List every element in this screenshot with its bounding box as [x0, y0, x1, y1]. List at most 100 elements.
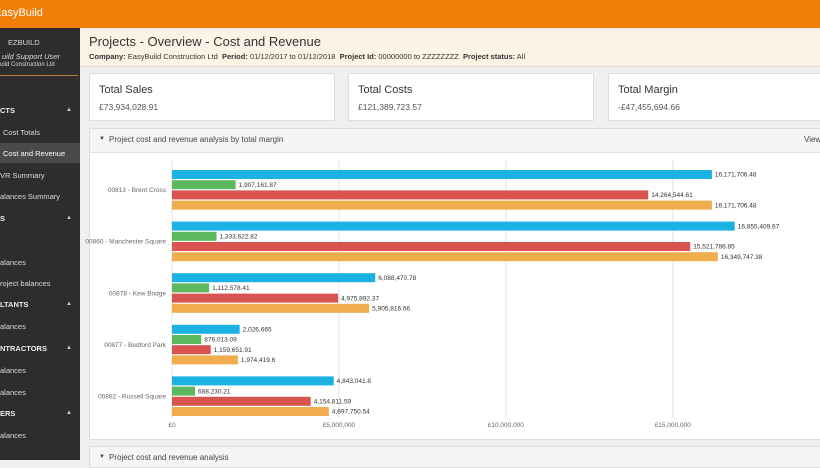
bar — [172, 396, 311, 406]
x-tick-label: £5,000,000 — [323, 422, 356, 429]
value-label: 2,026,665 — [243, 327, 272, 334]
chart-panel: ▼ Project cost and revenue analysis by t… — [89, 128, 820, 440]
company-name: uild Construction Ltd — [0, 62, 55, 68]
bar — [172, 170, 712, 179]
nav-item[interactable]: Cost Totals — [3, 128, 40, 137]
nav-section[interactable]: CTS — [0, 106, 15, 115]
nav-item[interactable]: alances Summary — [0, 192, 61, 201]
value-label: 5,905,816.66 — [372, 306, 410, 313]
bar — [172, 355, 238, 365]
bar — [172, 190, 649, 200]
bar — [172, 303, 370, 313]
page-title: Projects - Overview - Cost and Revenue — [89, 34, 321, 49]
panel-title: Project cost and revenue analysis — [109, 453, 229, 462]
bar — [172, 200, 712, 210]
panel-header[interactable]: ▼ Project cost and revenue analysis by t… — [90, 129, 820, 153]
filter-value: 00000000 to ZZZZZZZZ — [378, 52, 459, 61]
value-label: 4,154,811.59 — [314, 399, 352, 406]
value-label: 15,521,786.85 — [693, 244, 735, 251]
bar — [172, 324, 240, 334]
bar — [172, 335, 202, 344]
value-label: 1,907,161.87 — [239, 182, 277, 189]
nav-item-active[interactable]: Cost and Revenue — [3, 149, 66, 158]
bar — [172, 180, 236, 190]
nav-item[interactable]: alances — [0, 322, 26, 331]
divider — [0, 75, 78, 76]
kpi-title: Total Margin — [618, 84, 678, 96]
y-tick-label: 00860 - Manchester Square — [85, 239, 166, 246]
nav-item[interactable]: alances — [0, 366, 26, 375]
bar — [172, 293, 339, 303]
nav-section[interactable]: LTANTS — [0, 300, 29, 309]
panel-collapsed[interactable]: ▼ Project cost and revenue analysis — [89, 446, 820, 468]
filter-label: Period: — [222, 52, 248, 61]
nav-item[interactable]: alances — [0, 258, 26, 267]
kpi-card: Total Margin -£47,455,694.66 — [608, 73, 820, 121]
filter-label: Project Id: — [339, 52, 377, 61]
bar — [172, 221, 735, 231]
sidebar: EZBUILD uild Support User uild Construct… — [0, 28, 80, 460]
nav-section[interactable]: NTRACTORS — [0, 344, 47, 353]
value-label: 16,171,706.48 — [715, 202, 757, 209]
x-tick-label: £10,000,000 — [488, 422, 525, 429]
view-link[interactable]: View — [804, 135, 820, 144]
x-tick-label: £0 — [168, 422, 176, 429]
kpi-card: Total Costs £121,389,723.57 — [348, 73, 594, 121]
bar — [172, 386, 195, 396]
y-tick-label: 00878 - Kew Bridge — [109, 290, 166, 297]
panel-title: Project cost and revenue analysis by tot… — [109, 135, 284, 144]
brand[interactable]: EasyBuild — [0, 7, 43, 19]
y-tick-label: 00813 - Brent Cross — [108, 187, 167, 194]
value-label: 1,112,578.41 — [212, 285, 250, 292]
kpi-title: Total Sales — [99, 84, 153, 96]
value-label: 4,843,041.8 — [337, 378, 372, 385]
bar — [172, 273, 376, 283]
x-tick-label: £15,000,000 — [655, 422, 692, 429]
value-label: 4,697,750.54 — [332, 409, 370, 416]
value-label: 1,159,651.91 — [214, 347, 252, 354]
bar — [172, 345, 211, 355]
value-label: 16,349,747.38 — [721, 254, 763, 261]
kpi-title: Total Costs — [358, 84, 413, 96]
filters: Company: EasyBuild Construction Ltd Peri… — [89, 52, 525, 61]
filter-value: All — [516, 52, 526, 61]
chart: £0 £5,000,000 £10,000,000 £15,000,000 00813 … — [85, 160, 780, 429]
y-tick-label: 00877 - Bedford Park — [104, 342, 167, 349]
bar — [172, 252, 718, 262]
kpi-value: £73,934,028.91 — [99, 102, 159, 112]
bar — [172, 376, 334, 386]
y-tick-label: 00862 - Russell Square — [98, 394, 166, 401]
nav-item[interactable]: alances — [0, 431, 26, 440]
bar — [172, 242, 691, 251]
nav-section[interactable]: S — [0, 214, 6, 223]
kpi-value: £121,389,723.57 — [358, 102, 422, 112]
value-label: 1,333,622.82 — [220, 234, 258, 241]
bar — [172, 231, 217, 241]
value-label: 4,975,892.37 — [341, 295, 379, 302]
filter-value: EasyBuild Construction Ltd — [127, 52, 218, 61]
nav-item[interactable]: VR Summary — [0, 171, 45, 180]
value-label: 688,230.21 — [198, 388, 231, 395]
value-label: 16,855,409.67 — [738, 223, 780, 230]
page-header: Projects - Overview - Cost and Revenue C… — [80, 28, 820, 67]
kpi-card: Total Sales £73,934,028.91 — [89, 73, 335, 121]
nav-item[interactable]: alances — [0, 388, 26, 397]
kpi-value: -£47,455,694.66 — [618, 102, 680, 112]
bar — [172, 283, 210, 293]
app-name: EZBUILD — [8, 38, 40, 47]
filter-value: 01/12/2017 to 01/12/2018 — [249, 52, 336, 61]
nav-item[interactable]: roject balances — [0, 279, 51, 288]
value-label: 6,088,470.78 — [378, 275, 416, 282]
value-label: 876,013.09 — [204, 337, 237, 344]
active-bg — [0, 143, 80, 163]
filter-label: Company: — [89, 52, 126, 61]
value-label: 1,974,419.6 — [241, 357, 276, 364]
user-name: uild Support User — [2, 52, 60, 61]
bar — [172, 407, 329, 416]
filter-label: Project status: — [463, 52, 516, 61]
value-label: 16,171,706.48 — [715, 172, 757, 179]
top-bar: EasyBuild — [0, 0, 820, 28]
nav-section[interactable]: ERS — [0, 409, 16, 418]
value-label: 14,264,544.61 — [651, 192, 693, 199]
